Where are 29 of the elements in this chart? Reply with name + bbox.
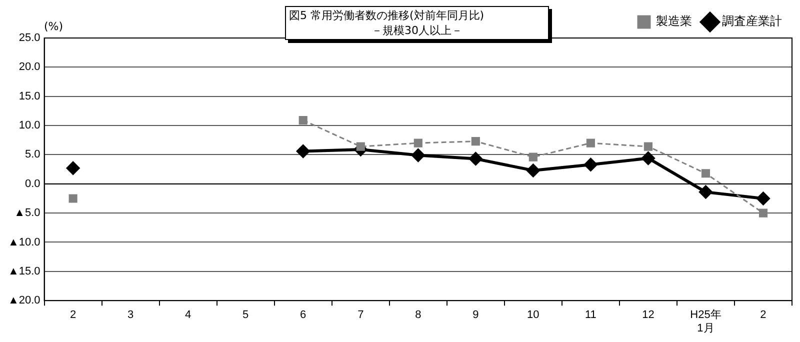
x-tick-label: 5 bbox=[242, 309, 249, 322]
x-tick-label: 12 bbox=[642, 309, 654, 322]
y-tick-label: ▲20.0 bbox=[8, 294, 40, 307]
legend-label: 製造業 bbox=[656, 14, 692, 28]
x-tick-label: 2 bbox=[760, 309, 766, 322]
y-tick-label: 25.0 bbox=[18, 32, 40, 44]
y-tick-label: 15.0 bbox=[18, 90, 40, 102]
y-tick-label: 0.0 bbox=[25, 178, 40, 190]
x-tick-label: 10 bbox=[527, 309, 540, 322]
chart-title: 図5 常用労働者数の推移(対前年同月比) bbox=[289, 8, 486, 23]
x-tick-label: 11 bbox=[584, 309, 596, 322]
y-tick-label: 5.0 bbox=[25, 148, 40, 161]
y-tick-label: ▲5.0 bbox=[14, 207, 40, 220]
x-tick-label: 3 bbox=[128, 309, 134, 322]
x-tick-label: 4 bbox=[185, 309, 192, 322]
title-box: 図5 常用労働者数の推移(対前年同月比) －規模30人以上－ bbox=[285, 6, 549, 40]
y-tick-label: ▲15.0 bbox=[8, 265, 40, 278]
chart-subtitle: －規模30人以上－ bbox=[370, 23, 464, 38]
y-tick-label: 20.0 bbox=[18, 61, 40, 74]
x-tick-label: 7 bbox=[358, 309, 364, 322]
x-tick-label: H25年 1月 bbox=[690, 309, 722, 334]
x-tick-label: 6 bbox=[300, 309, 306, 322]
x-tick-label: 9 bbox=[472, 309, 479, 322]
legend-label: 調査産業計 bbox=[722, 14, 782, 28]
y-axis-title: (%) bbox=[44, 20, 64, 33]
x-tick-label: 8 bbox=[415, 309, 422, 322]
y-tick-label: ▲10.0 bbox=[8, 236, 40, 248]
x-tick-label: 2 bbox=[70, 309, 76, 322]
y-tick-label: 10.0 bbox=[18, 120, 40, 132]
